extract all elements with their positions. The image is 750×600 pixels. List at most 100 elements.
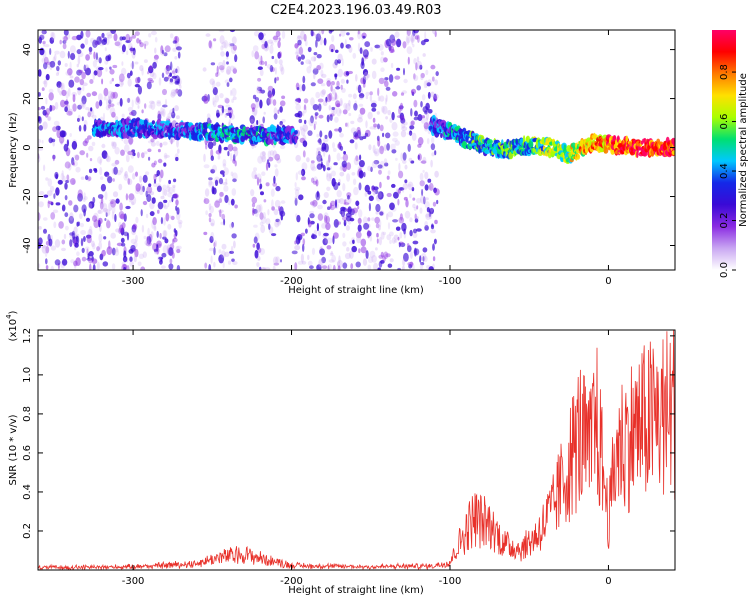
spectrogram-cell	[316, 65, 322, 71]
spectrogram-cell	[85, 175, 89, 181]
spectrogram-cell	[260, 89, 266, 94]
spectrogram-cell	[105, 105, 110, 111]
spectrogram-cell	[434, 170, 439, 178]
spectrogram-cell	[75, 257, 81, 266]
spectrogram-cell	[392, 219, 399, 223]
spectrogram-cell	[339, 145, 344, 151]
spectrogram-cell	[258, 32, 264, 40]
spectrogram-cell	[407, 143, 411, 152]
colorbar-label: Normalized spectral amplitude	[738, 73, 749, 227]
spectrogram-cell	[77, 117, 80, 122]
spectrogram-cell	[148, 183, 152, 187]
spectrogram-cell	[313, 52, 318, 56]
spectrogram-cell	[294, 113, 301, 118]
spectrogram-cell	[141, 152, 145, 159]
spectrogram-cell	[267, 209, 270, 216]
spectrogram-cell	[65, 179, 69, 184]
spectrogram-cell	[105, 153, 110, 162]
spectrogram-cell	[370, 166, 373, 172]
spectrogram-cell	[385, 94, 388, 102]
spectrogram-cell	[267, 90, 272, 99]
spectrogram-cell	[412, 197, 416, 201]
spectrogram-cell	[325, 96, 328, 103]
spectrogram-cell	[267, 39, 274, 44]
spectrogram-cell	[342, 232, 346, 238]
spectrogram-cell	[232, 96, 237, 101]
spectrogram-cell	[421, 115, 426, 119]
spectrogram-cell	[85, 54, 90, 61]
spectrogram-cell	[336, 103, 341, 108]
spectrogram-cell	[413, 206, 417, 211]
spectrogram-cell	[208, 264, 212, 270]
spectrogram-cell	[208, 247, 214, 252]
spectrogram-cell	[340, 42, 344, 49]
spectrogram-cell	[61, 247, 66, 252]
spectrogram-cell	[377, 191, 382, 199]
spectrogram-cell	[411, 132, 417, 141]
spectrogram-cell	[212, 100, 217, 108]
spectrogram-cell	[427, 79, 433, 87]
spectrogram-cell	[168, 263, 174, 270]
spectrogram-cell	[277, 40, 281, 49]
spectrogram-cell	[142, 251, 147, 258]
spectrogram-cell	[353, 186, 359, 196]
spectrogram-cell	[65, 225, 69, 231]
spectrogram-cell	[430, 229, 436, 234]
spectrogram-cell	[357, 30, 362, 40]
spectrogram-cell	[254, 174, 258, 180]
spectrogram-cell	[167, 215, 173, 219]
spectrogram-cell	[202, 67, 207, 72]
spectrogram-cell	[392, 137, 398, 142]
spectrogram-cell	[206, 117, 211, 125]
spectrogram-cell	[162, 141, 168, 146]
spectrogram-cell	[44, 44, 50, 48]
spectrogram-cell	[259, 221, 264, 226]
spectrogram-cell	[102, 203, 108, 212]
spectrogram-cell	[99, 43, 105, 47]
snr-panel: -300 -200 -100 0 0.20.40.60.81.01.2 Height …	[5, 310, 676, 596]
spectrogram-cell	[310, 162, 315, 171]
spectrogram-cell	[56, 81, 62, 88]
spectrogram-cell	[277, 109, 280, 115]
spectrogram-cell	[389, 39, 395, 45]
spectrogram-cell	[61, 239, 66, 245]
spectrogram-cell	[277, 220, 282, 224]
spectrogram-cell	[59, 130, 66, 138]
spectrogram-cell	[259, 151, 266, 160]
spectrogram-cell	[359, 47, 363, 54]
spectrogram-cell	[38, 212, 41, 221]
spectrogram-cell	[130, 62, 135, 69]
spectrogram-cell	[304, 39, 308, 47]
spectrogram-cell	[127, 78, 132, 87]
spectrogram-cell	[115, 247, 119, 253]
spectrogram-cell	[430, 143, 436, 151]
spectrogram-cell	[346, 173, 351, 182]
spectrogram-cell	[79, 150, 85, 156]
spectrogram-cell	[414, 218, 419, 223]
snr-x-ticks: -300 -200 -100 0	[122, 330, 612, 587]
spectrogram-cell	[379, 124, 384, 132]
spectrogram-cell	[64, 195, 68, 201]
spectrogram-cell	[123, 173, 129, 181]
spectrogram-cell	[334, 116, 339, 123]
spectrogram-cell	[44, 251, 48, 257]
spectrogram-cell	[54, 259, 61, 266]
spectrogram-cell	[412, 240, 419, 245]
spectrogram-cell	[400, 115, 405, 121]
spectrogram-cell	[389, 258, 394, 263]
spectrogram-cell	[357, 84, 362, 94]
spectrogram-cell	[232, 146, 238, 152]
spectrogram-cell	[96, 68, 103, 78]
spectrogram-cell	[114, 116, 119, 121]
spectrogram-cell	[62, 175, 66, 183]
spectrogram-cell	[93, 212, 99, 221]
spectrogram-cell	[365, 91, 371, 96]
spectrogram-cell	[233, 148, 239, 157]
spectrogram-cell	[110, 232, 116, 239]
spectrogram-cell	[219, 170, 225, 175]
spectrogram-cell	[110, 199, 116, 208]
spectrogram-cell	[384, 162, 389, 167]
spectrogram-cell	[176, 265, 181, 270]
spectrogram-cell	[317, 139, 321, 143]
spectrogram-cell	[295, 172, 298, 181]
